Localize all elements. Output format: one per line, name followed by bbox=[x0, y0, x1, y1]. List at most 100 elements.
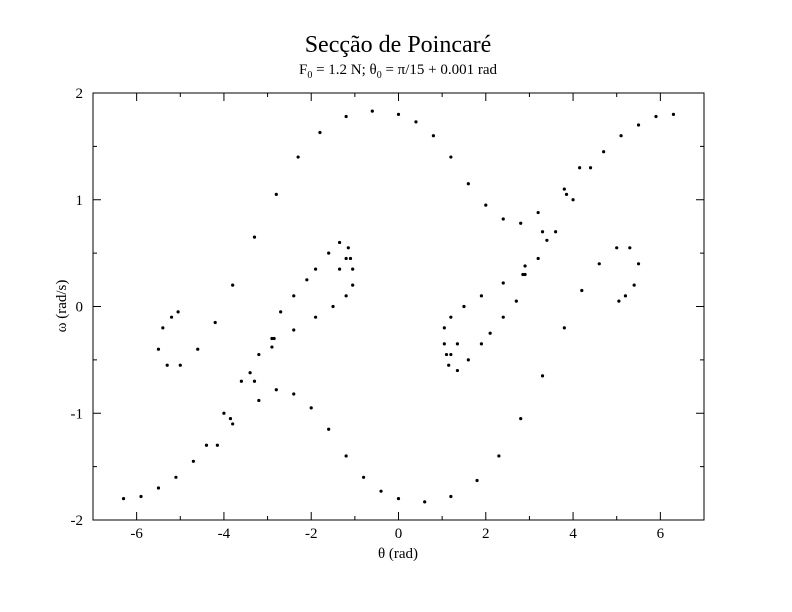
data-point-series-0 bbox=[536, 210, 540, 215]
data-point-series-1 bbox=[497, 454, 501, 458]
y-tick-label: -2 bbox=[71, 513, 84, 529]
data-point-series-0 bbox=[564, 192, 569, 197]
x-tick-label: 4 bbox=[569, 526, 577, 542]
data-point-series-0 bbox=[501, 281, 505, 285]
data-point-series-0 bbox=[523, 264, 527, 268]
data-point-series-0 bbox=[370, 109, 374, 113]
data-point-series-1 bbox=[632, 283, 636, 287]
data-point-series-1 bbox=[309, 406, 313, 410]
data-point-series-1 bbox=[313, 315, 318, 319]
data-point-series-3 bbox=[654, 114, 658, 119]
data-point-series-0 bbox=[519, 221, 523, 225]
data-point-series-1 bbox=[396, 497, 401, 501]
x-tick-label: -6 bbox=[130, 526, 143, 542]
data-point-series-1 bbox=[270, 345, 274, 349]
data-point-series-3 bbox=[571, 198, 575, 202]
data-point-series-0 bbox=[344, 114, 348, 119]
data-point-series-0 bbox=[178, 363, 182, 367]
data-point-series-3 bbox=[514, 299, 518, 303]
data-point-series-3 bbox=[455, 342, 460, 346]
plot-frame bbox=[92, 92, 705, 521]
data-point-series-1 bbox=[231, 422, 235, 426]
data-point-series-1 bbox=[623, 294, 628, 298]
data-point-series-2 bbox=[279, 310, 283, 314]
y-tick-label: 2 bbox=[76, 86, 84, 102]
data-point-series-3 bbox=[588, 166, 593, 170]
data-point-series-1 bbox=[597, 262, 601, 266]
data-point-series-1 bbox=[292, 328, 296, 332]
data-point-series-0 bbox=[442, 326, 446, 330]
x-tick-label: 0 bbox=[395, 526, 403, 542]
x-tick-label: 2 bbox=[482, 526, 490, 542]
data-point-series-1 bbox=[519, 416, 523, 421]
data-point-series-2 bbox=[156, 486, 161, 490]
data-point-series-1 bbox=[344, 294, 348, 298]
data-point-series-1 bbox=[228, 416, 233, 421]
data-point-series-2 bbox=[305, 278, 309, 282]
x-tick-label: -2 bbox=[305, 526, 318, 542]
x-tick-label: 6 bbox=[657, 526, 665, 542]
data-point-series-1 bbox=[540, 374, 545, 378]
data-point-series-0 bbox=[501, 217, 505, 221]
data-point-series-3 bbox=[449, 352, 453, 357]
data-point-series-2 bbox=[174, 475, 178, 479]
data-point-series-0 bbox=[296, 155, 300, 159]
data-point-series-1 bbox=[475, 478, 479, 483]
data-point-series-1 bbox=[615, 246, 619, 250]
data-point-series-0 bbox=[318, 130, 322, 135]
data-point-series-0 bbox=[449, 315, 453, 319]
data-point-series-1 bbox=[351, 267, 355, 271]
data-point-series-3 bbox=[671, 112, 676, 116]
data-point-series-1 bbox=[331, 304, 335, 309]
data-point-series-0 bbox=[414, 120, 418, 124]
data-point-series-0 bbox=[444, 352, 449, 357]
subtitle-sub-1: 0 bbox=[377, 70, 382, 81]
data-point-series-0 bbox=[252, 235, 257, 239]
data-point-series-0 bbox=[462, 304, 466, 309]
data-point-series-1 bbox=[379, 489, 383, 493]
data-point-series-0 bbox=[431, 134, 436, 138]
chart-title: Secção de Poincaré bbox=[305, 32, 492, 58]
y-tick-label: 1 bbox=[76, 193, 84, 209]
data-point-series-1 bbox=[423, 500, 427, 504]
data-point-series-1 bbox=[449, 494, 453, 499]
data-point-series-1 bbox=[248, 371, 252, 375]
data-point-series-0 bbox=[449, 155, 453, 159]
data-point-series-0 bbox=[165, 363, 169, 367]
data-point-series-2 bbox=[337, 240, 342, 245]
data-point-series-2 bbox=[292, 294, 296, 298]
data-point-series-1 bbox=[344, 454, 348, 458]
y-tick-label: -1 bbox=[71, 406, 84, 422]
data-point-series-1 bbox=[327, 427, 331, 431]
data-point-series-2 bbox=[204, 443, 209, 447]
data-point-series-3 bbox=[447, 363, 451, 367]
data-point-series-3 bbox=[501, 315, 505, 319]
data-point-series-0 bbox=[169, 315, 174, 319]
data-point-series-0 bbox=[213, 320, 217, 325]
data-point-series-1 bbox=[617, 299, 621, 303]
data-point-series-3 bbox=[479, 342, 484, 346]
data-point-series-1 bbox=[274, 388, 278, 392]
data-point-series-1 bbox=[636, 262, 641, 266]
data-point-series-2 bbox=[257, 352, 261, 357]
data-point-series-0 bbox=[231, 283, 235, 287]
data-point-series-1 bbox=[257, 398, 261, 403]
x-tick-label: -4 bbox=[218, 526, 231, 542]
x-axis-label: θ (rad) bbox=[378, 546, 418, 562]
data-point-series-0 bbox=[274, 192, 278, 197]
data-point-series-2 bbox=[344, 256, 348, 261]
data-point-series-3 bbox=[619, 134, 623, 138]
data-point-series-3 bbox=[455, 368, 460, 373]
data-point-series-3 bbox=[466, 358, 470, 362]
data-point-series-2 bbox=[327, 251, 331, 255]
chart-subtitle: F0 = 1.2 N; θ0 = π/15 + 0.001 rad bbox=[299, 62, 498, 81]
data-point-series-3 bbox=[636, 123, 641, 127]
data-point-series-1 bbox=[580, 288, 584, 293]
subtitle-part-0: F bbox=[299, 62, 307, 78]
data-point-series-2 bbox=[313, 267, 318, 271]
subtitle-sub-0: 0 bbox=[307, 70, 312, 81]
data-point-series-2 bbox=[191, 459, 195, 463]
data-point-series-0 bbox=[484, 203, 488, 207]
data-point-series-0 bbox=[161, 326, 165, 330]
